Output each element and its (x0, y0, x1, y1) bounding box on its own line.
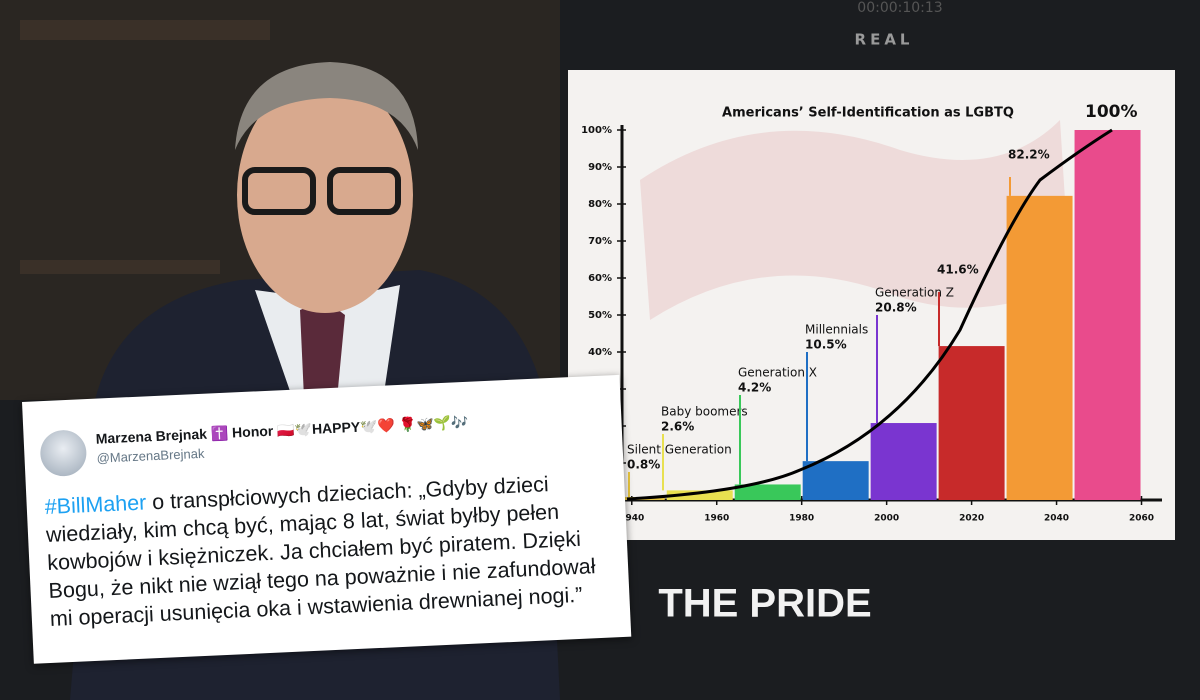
shelf (20, 260, 220, 274)
x-tick-label: 2020 (959, 514, 984, 524)
category-label: Generation Z (875, 286, 954, 300)
category-label: Silent Generation (627, 443, 732, 457)
bar (1006, 195, 1073, 501)
bar (870, 423, 937, 500)
glasses (242, 167, 316, 215)
y-tick-label: 90% (588, 162, 612, 173)
plot: 10%20%30%40%50%60%70%80%90%100%194019601… (581, 102, 1154, 524)
bar (938, 346, 1005, 500)
y-tick-label: 40% (588, 347, 612, 358)
bar (666, 490, 733, 500)
head (237, 77, 413, 313)
tweet-handle[interactable]: @MarzenaBrejnak (96, 445, 205, 466)
y-tick-label: 100% (581, 125, 612, 136)
value-label: 82.2% (1008, 148, 1050, 162)
value-label: 10.5% (805, 338, 847, 352)
y-tick-label: 70% (588, 236, 612, 247)
value-label: 4.2% (738, 381, 771, 395)
hair (235, 62, 418, 150)
glasses (327, 167, 401, 215)
bar (1074, 130, 1141, 500)
category-label: Millennials (805, 323, 868, 337)
value-label: 41.6% (937, 263, 979, 277)
tweet-body: #BillMaher o transpłciowych dzieciach: „… (44, 467, 616, 633)
x-tick-label: 2040 (1044, 514, 1069, 524)
bar (802, 461, 869, 500)
chart-title: Americans’ Self-Identification as LGBTQ (722, 106, 1014, 121)
tweet-author[interactable]: Marzena Brejnak ✝️ Honor 🇵🇱🕊️HAPPY🕊️❤️ 🌹… (95, 413, 469, 447)
x-tick-label: 1980 (789, 514, 814, 524)
x-tick-label: 2000 (874, 514, 899, 524)
segment-title: THE PRIDE (658, 582, 871, 626)
value-label: 0.8% (627, 458, 660, 472)
value-label: 100% (1085, 102, 1138, 122)
trend-curve (626, 128, 1113, 501)
y-tick-label: 80% (588, 199, 612, 210)
x-tick-label: 1940 (619, 514, 644, 524)
x-tick-label: 1960 (704, 514, 729, 524)
show-tag: REAL (855, 31, 914, 49)
category-label: Baby boomers (661, 405, 748, 419)
value-label: 2.6% (661, 420, 694, 434)
avatar (39, 429, 88, 478)
shelf (20, 20, 270, 40)
timecode: 00:00:10:13 (857, 0, 942, 16)
flag-backdrop (640, 120, 1070, 320)
bar (734, 484, 801, 500)
hashtag[interactable]: #BillMaher (44, 490, 147, 520)
tweet-card[interactable]: Marzena Brejnak ✝️ Honor 🇵🇱🕊️HAPPY🕊️❤️ 🌹… (22, 374, 632, 664)
value-label: 20.8% (875, 301, 917, 315)
y-tick-label: 50% (588, 310, 612, 321)
y-tick-label: 60% (588, 273, 612, 284)
x-tick-label: 2060 (1129, 514, 1154, 524)
category-label: Generation X (738, 366, 817, 380)
